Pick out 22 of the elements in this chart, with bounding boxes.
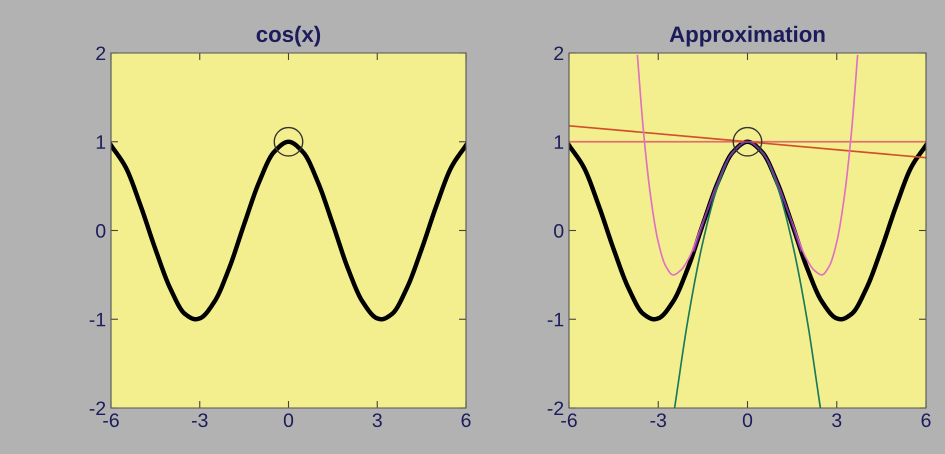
y-tick-label: -1 (90, 312, 106, 326)
y-tick-label: -2 (548, 401, 564, 416)
x-tick-label: -3 (650, 413, 666, 428)
y-tick-label: -2 (90, 401, 106, 416)
x-tick-label: 6 (922, 413, 931, 428)
chart-title: Approximation (670, 26, 825, 46)
y-tick-label: 2 (554, 46, 564, 60)
x-tick-label: 0 (742, 413, 752, 428)
y-tick-label: 1 (96, 135, 106, 149)
y-tick-label: 1 (554, 135, 564, 149)
x-tick-label: -6 (561, 413, 577, 428)
y-tick-label: -1 (548, 312, 564, 326)
x-tick-label: -3 (192, 413, 208, 428)
y-tick-label: 0 (554, 224, 564, 238)
x-tick-label: 0 (284, 413, 294, 428)
y-tick-label: 2 (96, 46, 106, 60)
chart-title: cos(x) (256, 26, 320, 46)
x-tick-label: 6 (462, 413, 471, 428)
x-tick-label: -6 (103, 413, 119, 428)
y-tick-label: 0 (96, 224, 106, 238)
x-tick-label: 3 (372, 413, 382, 428)
x-tick-label: 3 (832, 413, 842, 428)
